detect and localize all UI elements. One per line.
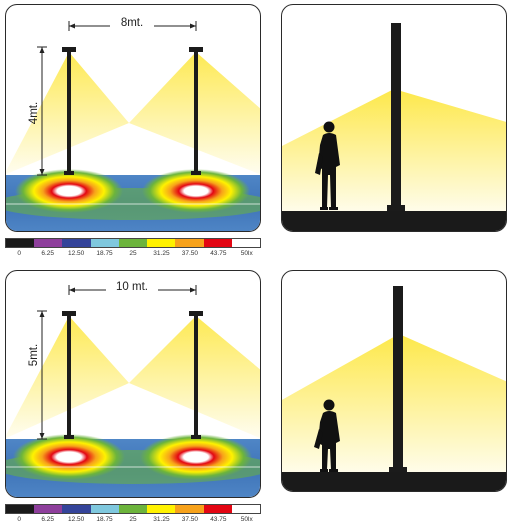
spacing-label: 10 mt. xyxy=(116,281,148,293)
lamp-spacing-drawing-top: 8mt. 4mt. xyxy=(6,15,260,231)
legend-swatch-6 xyxy=(175,505,204,513)
spacing-label-bg xyxy=(110,15,154,29)
legend-label: 25 xyxy=(129,516,137,523)
pole-person-panel-top xyxy=(281,4,507,232)
legend-swatch-8 xyxy=(231,239,260,247)
height-arrow-bottom xyxy=(39,169,45,175)
spacing-label: 8mt. xyxy=(121,17,143,29)
legend-label: 37.50 xyxy=(181,250,199,257)
legend-label: 6.25 xyxy=(41,516,54,523)
person-silhouette xyxy=(314,399,340,472)
lamp-head-left xyxy=(62,311,76,316)
legend-swatch-5 xyxy=(147,505,176,513)
pole-person-drawing-bottom xyxy=(282,286,506,491)
legend-label: 31.25 xyxy=(153,516,170,523)
pole-left xyxy=(67,52,71,175)
legend-colorbar xyxy=(5,238,261,248)
spacing-arrow-right xyxy=(190,287,196,293)
height-arrow-top xyxy=(39,311,45,317)
legend-swatch-2 xyxy=(62,505,91,513)
person-silhouette xyxy=(315,121,340,210)
legend-swatch-3 xyxy=(90,239,119,247)
legend-label: 0 xyxy=(17,516,22,523)
legend-swatch-8 xyxy=(231,505,260,513)
ground xyxy=(282,211,506,231)
legend-swatch-2 xyxy=(62,239,91,247)
legend-swatch-4 xyxy=(118,239,148,247)
legend-label: 50lx xyxy=(240,516,253,523)
height-arrow-bottom xyxy=(39,433,45,439)
legend-ticks: 0 6.25 12.50 18.75 25 31.25 37.50 43.75 … xyxy=(5,516,261,528)
illuminance-spot-left xyxy=(15,169,123,213)
pole-base xyxy=(387,205,405,211)
pole-base-left xyxy=(64,171,74,175)
legend-label: 18.75 xyxy=(96,516,113,523)
legend-label: 37.50 xyxy=(181,516,199,523)
pole-right xyxy=(194,316,198,439)
legend-swatch-5 xyxy=(147,239,176,247)
legend-swatch-0 xyxy=(6,239,35,247)
legend-label: 43.75 xyxy=(210,250,227,257)
legend-swatch-7 xyxy=(203,505,232,513)
legend-label: 12.50 xyxy=(67,250,85,257)
legend-label: 6.25 xyxy=(41,250,54,257)
legend-swatch-4 xyxy=(118,505,148,513)
legend-swatch-0 xyxy=(6,505,35,513)
legend-label: 18.75 xyxy=(96,250,113,257)
legend-label: 43.75 xyxy=(210,516,227,523)
height-label: 4mt. xyxy=(28,102,40,124)
height-arrow-top xyxy=(39,47,45,53)
pole-base xyxy=(389,467,407,472)
lamp-spacing-panel-top: 8mt. 4mt. xyxy=(5,4,261,232)
legend-colorbar xyxy=(5,504,261,514)
spacing-arrow-left xyxy=(69,287,75,293)
legend-swatch-6 xyxy=(175,239,204,247)
spacing-arrow-left xyxy=(69,23,75,29)
pole-left xyxy=(67,316,71,439)
lamp-spacing-drawing-bottom: 10 mt. 5mt. xyxy=(6,279,260,497)
pole-base-right xyxy=(191,435,201,439)
lamp-spacing-panel-bottom: 10 mt. 5mt. xyxy=(5,270,261,498)
legend-swatch-3 xyxy=(90,505,119,513)
spacing-label-bg xyxy=(106,279,158,293)
spacing-arrow-right xyxy=(190,23,196,29)
lamp-head-right xyxy=(189,47,203,52)
height-label: 5mt. xyxy=(28,344,40,366)
legend-swatch-1 xyxy=(34,239,63,247)
pole-base-right xyxy=(191,171,201,175)
ground xyxy=(282,472,506,491)
pole-right xyxy=(194,52,198,175)
illuminance-spot-right xyxy=(140,434,252,480)
legend-ticks: 0 6.25 12.50 18.75 25 31.25 37.50 43.75 … xyxy=(5,250,261,262)
lamp-head-right xyxy=(189,311,203,316)
legend-label: 12.50 xyxy=(67,516,85,523)
pole-base-left xyxy=(64,435,74,439)
lamp-head-left xyxy=(62,47,76,52)
illuminance-legend-top: 0 6.25 12.50 18.75 25 31.25 37.50 43.75 … xyxy=(5,238,261,262)
legend-label: 25 xyxy=(129,250,137,257)
legend-label: 31.25 xyxy=(153,250,170,257)
pole xyxy=(393,286,403,472)
pole xyxy=(391,23,401,211)
illuminance-legend-bottom: 0 6.25 12.50 18.75 25 31.25 37.50 43.75 … xyxy=(5,504,261,528)
legend-label: 0 xyxy=(17,250,22,257)
illuminance-spot-right xyxy=(142,169,250,213)
pole-person-drawing-top xyxy=(282,23,506,231)
illuminance-spot-left xyxy=(13,434,125,480)
legend-swatch-1 xyxy=(34,505,63,513)
legend-swatch-7 xyxy=(203,239,232,247)
legend-label: 50lx xyxy=(240,250,253,257)
pole-person-panel-bottom xyxy=(281,270,507,492)
